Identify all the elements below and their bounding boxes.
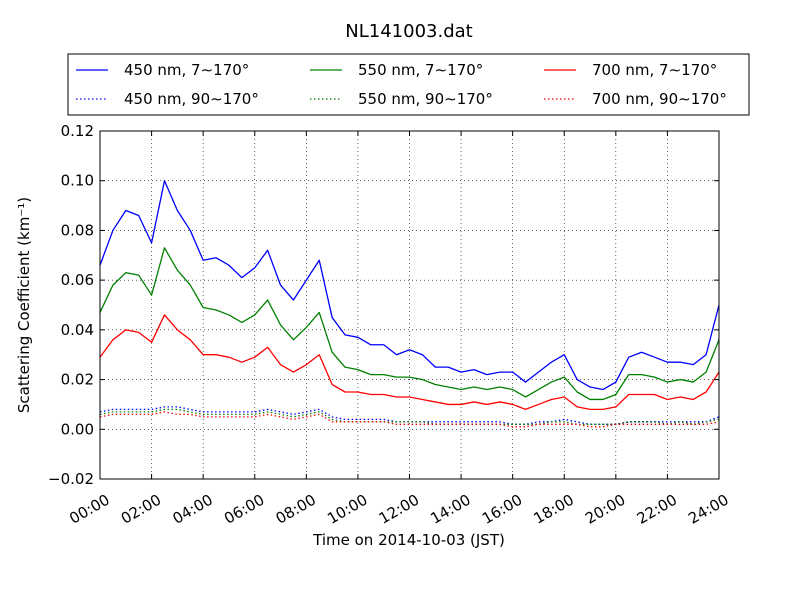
x-tick-label: 24:00 [685,491,731,528]
series-line-1 [99,247,720,401]
x-tick-label: 22:00 [634,491,680,528]
x-tick-label: 08:00 [273,491,319,528]
x-tick-label: 14:00 [427,491,473,528]
chart-title: NL141003.dat [345,21,472,42]
y-tick-label: −0.02 [48,470,94,488]
y-tick-label: 0.08 [61,221,94,239]
y-tick-label: 0.02 [61,371,94,389]
x-tick-label: 04:00 [169,491,215,528]
legend-label-4: 550 nm, 90∼170° [358,90,493,108]
x-tick-label: 02:00 [118,491,164,528]
legend-box [67,53,750,116]
x-tick-label: 16:00 [479,491,525,528]
legend-label-0: 450 nm, 7∼170° [124,61,249,79]
series-line-5 [99,411,720,428]
y-tick-label: 0.10 [61,172,94,190]
y-tick-label: 0.12 [61,122,94,140]
legend-label-3: 450 nm, 90∼170° [124,90,259,108]
x-tick-label: 00:00 [66,491,112,528]
x-tick-label: 18:00 [531,491,577,528]
legend-label-1: 550 nm, 7∼170° [358,61,483,79]
x-tick-label: 12:00 [376,491,422,528]
y-tick-label: 0.04 [61,321,94,339]
x-tick-label: 10:00 [324,491,370,528]
series-line-0 [99,180,720,391]
x-tick-label: 20:00 [582,491,628,528]
series-line-3 [99,406,720,425]
series-line-2 [99,314,720,411]
plot-area: 00:00 02:00 04:00 06:00 08:00 10:00 12:00 14:00… [48,122,732,528]
y-tick-label: 0.00 [61,420,94,438]
x-tick-label: 06:00 [221,491,267,528]
legend-label-5: 700 nm, 90∼170° [592,90,727,108]
legend-label-2: 700 nm, 7∼170° [592,61,717,79]
y-axis-label: Scattering Coefficient (km⁻¹) [15,197,33,413]
x-axis-label: Time on 2014-10-03 (JST) [312,531,505,549]
y-tick-label: 0.06 [61,271,94,289]
legend: 450 nm, 7∼170° 550 nm, 7∼170° 700 nm, 7∼17… [67,53,750,116]
